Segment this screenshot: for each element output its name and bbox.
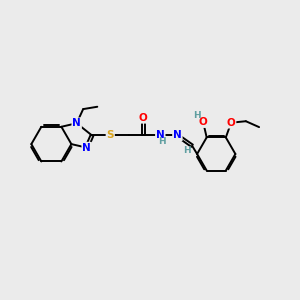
Text: N: N	[72, 118, 81, 128]
Text: N: N	[173, 130, 182, 140]
Text: O: O	[227, 118, 236, 128]
Text: H: H	[158, 137, 165, 146]
Text: H: H	[183, 146, 190, 155]
Text: O: O	[199, 117, 208, 127]
Text: O: O	[139, 113, 148, 123]
Text: S: S	[106, 130, 114, 140]
Text: N: N	[156, 130, 165, 140]
Text: N: N	[82, 142, 91, 153]
Text: H: H	[194, 111, 201, 120]
